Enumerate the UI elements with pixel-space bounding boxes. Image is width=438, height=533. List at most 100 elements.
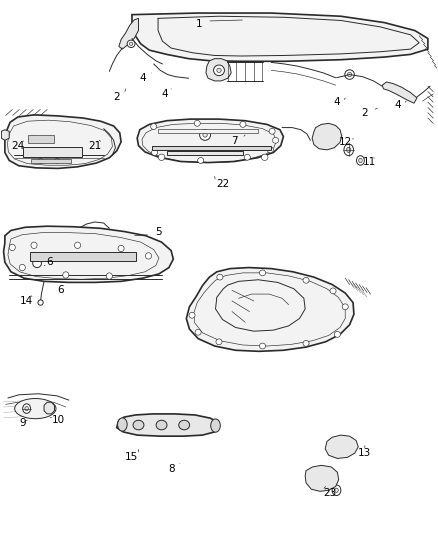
Ellipse shape	[335, 488, 338, 492]
Ellipse shape	[303, 341, 309, 346]
Polygon shape	[119, 18, 138, 49]
Polygon shape	[382, 82, 417, 103]
Polygon shape	[158, 128, 258, 133]
Ellipse shape	[133, 420, 144, 430]
Text: 4: 4	[333, 97, 340, 107]
Text: 2: 2	[361, 108, 368, 118]
Polygon shape	[28, 135, 54, 143]
Ellipse shape	[38, 159, 43, 164]
Ellipse shape	[38, 300, 43, 305]
Ellipse shape	[106, 273, 113, 279]
Ellipse shape	[74, 242, 81, 248]
Ellipse shape	[346, 147, 351, 152]
Ellipse shape	[334, 440, 347, 454]
Text: 8: 8	[168, 464, 174, 474]
Ellipse shape	[240, 122, 246, 127]
Text: 24: 24	[11, 141, 25, 151]
Ellipse shape	[151, 124, 157, 130]
Ellipse shape	[129, 42, 133, 45]
Polygon shape	[1, 130, 9, 140]
Text: 10: 10	[51, 415, 64, 425]
Ellipse shape	[63, 272, 69, 278]
Ellipse shape	[194, 120, 200, 126]
Polygon shape	[44, 402, 54, 414]
Ellipse shape	[217, 274, 223, 280]
Ellipse shape	[117, 418, 127, 431]
Ellipse shape	[31, 242, 37, 248]
Ellipse shape	[9, 244, 15, 251]
Ellipse shape	[316, 472, 328, 485]
Ellipse shape	[330, 288, 336, 294]
Ellipse shape	[267, 147, 273, 153]
Text: 12: 12	[339, 137, 352, 147]
Polygon shape	[206, 59, 231, 81]
Ellipse shape	[19, 264, 25, 271]
Text: 6: 6	[46, 257, 53, 267]
Ellipse shape	[338, 444, 343, 449]
Text: 14: 14	[20, 296, 33, 306]
Polygon shape	[4, 226, 173, 282]
Ellipse shape	[41, 136, 45, 140]
Text: 2: 2	[113, 92, 120, 102]
Ellipse shape	[216, 339, 222, 345]
Ellipse shape	[214, 65, 224, 76]
Ellipse shape	[345, 70, 354, 79]
Ellipse shape	[269, 128, 275, 134]
Text: 23: 23	[323, 488, 337, 498]
Ellipse shape	[200, 130, 211, 140]
Text: 7: 7	[231, 136, 237, 146]
Polygon shape	[305, 465, 339, 491]
Text: 4: 4	[161, 89, 168, 99]
Ellipse shape	[25, 407, 28, 411]
Ellipse shape	[259, 270, 265, 276]
Ellipse shape	[232, 151, 239, 156]
Ellipse shape	[359, 158, 362, 163]
Ellipse shape	[174, 151, 181, 156]
Text: 11: 11	[363, 157, 376, 166]
Ellipse shape	[31, 136, 35, 140]
Ellipse shape	[334, 332, 340, 337]
Text: 6: 6	[57, 285, 64, 295]
Ellipse shape	[217, 68, 221, 72]
Ellipse shape	[261, 154, 268, 160]
Polygon shape	[117, 414, 219, 436]
Ellipse shape	[14, 399, 56, 419]
Ellipse shape	[357, 156, 364, 165]
Ellipse shape	[152, 150, 158, 156]
Ellipse shape	[198, 158, 204, 164]
Ellipse shape	[244, 155, 251, 160]
Ellipse shape	[344, 144, 353, 156]
Text: 21: 21	[88, 141, 102, 151]
Ellipse shape	[259, 343, 265, 349]
Ellipse shape	[54, 159, 60, 164]
Text: 13: 13	[358, 448, 371, 458]
Text: 4: 4	[394, 100, 401, 110]
Polygon shape	[186, 268, 354, 351]
Ellipse shape	[33, 259, 42, 268]
Ellipse shape	[158, 154, 165, 160]
Ellipse shape	[118, 245, 124, 252]
Polygon shape	[325, 435, 358, 458]
Polygon shape	[30, 252, 136, 261]
Ellipse shape	[23, 404, 31, 414]
Polygon shape	[137, 119, 283, 163]
Polygon shape	[132, 13, 428, 61]
Ellipse shape	[189, 312, 195, 318]
Polygon shape	[31, 159, 71, 163]
Ellipse shape	[347, 72, 352, 77]
Ellipse shape	[319, 476, 324, 481]
Polygon shape	[5, 115, 121, 168]
Ellipse shape	[48, 136, 52, 140]
Ellipse shape	[211, 419, 220, 432]
Ellipse shape	[156, 420, 167, 430]
Ellipse shape	[195, 329, 201, 335]
Ellipse shape	[216, 151, 222, 156]
Ellipse shape	[194, 151, 201, 156]
Ellipse shape	[332, 485, 341, 496]
Text: 22: 22	[217, 179, 230, 189]
Text: 1: 1	[196, 19, 203, 29]
Ellipse shape	[127, 40, 135, 47]
Text: 4: 4	[140, 73, 146, 83]
Text: 5: 5	[155, 227, 161, 237]
Ellipse shape	[303, 277, 309, 283]
